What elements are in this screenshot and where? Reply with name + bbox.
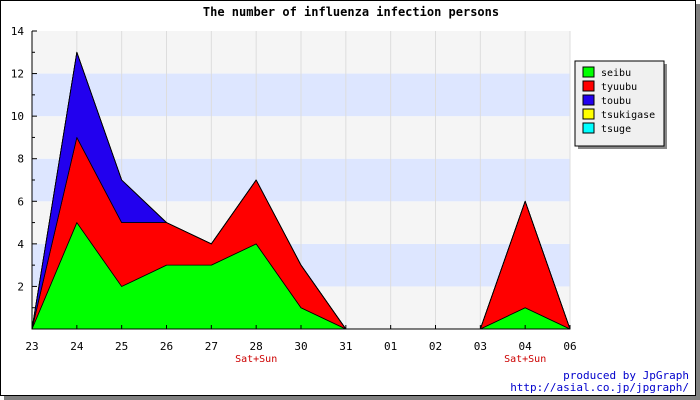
credit-line-2[interactable]: http://asial.co.jp/jpgraph/: [510, 381, 689, 394]
legend-swatch-tsukigase: [582, 108, 595, 120]
y-tick-label: 14: [11, 25, 25, 38]
x-tick-label: 23: [25, 340, 38, 353]
y-tick-labels: 2 4 6 8 10 12 14: [11, 25, 25, 293]
legend-swatch-toubu: [582, 94, 595, 106]
x-tick-label: 31: [339, 340, 352, 353]
y-tick-label: 10: [11, 110, 24, 123]
legend-swatch-tsuge: [582, 122, 595, 134]
legend-label-tyuubu: tyuubu: [601, 82, 637, 93]
credit-line-1: produced by JpGraph: [563, 369, 689, 382]
legend-swatch-tyuubu: [582, 80, 595, 92]
x-tick-label: 26: [160, 340, 173, 353]
axes: [31, 30, 571, 330]
x-tick-label: 03: [474, 340, 487, 353]
x-tick-label: 28: [250, 340, 263, 353]
y-tick-label: 2: [17, 280, 24, 293]
x-tick-label: 25: [115, 340, 128, 353]
x-tick-label: 02: [429, 340, 442, 353]
x-tick-label: 06: [563, 340, 576, 353]
y-tick-label: 6: [17, 195, 24, 208]
x-tick-label: 04: [519, 340, 533, 353]
y-tick-label: 8: [17, 153, 24, 166]
y-tick-label: 4: [17, 238, 24, 251]
legend-label-tsukigase: tsukigase: [601, 110, 655, 121]
legend: seibu tyuubu toubu tsukigase tsuge: [574, 60, 667, 149]
x-tick-sublabel: Sat+Sun: [504, 354, 546, 365]
x-tick-label: 30: [294, 340, 307, 353]
x-tick-label: 27: [205, 340, 218, 353]
chart-title: The number of influenza infection person…: [203, 5, 499, 19]
x-tick-label: 01: [384, 340, 397, 353]
legend-swatch-seibu: [582, 66, 595, 78]
y-tick-label: 12: [11, 68, 24, 81]
legend-label-tsuge: tsuge: [601, 124, 631, 135]
x-tick-sublabel: Sat+Sun: [235, 354, 277, 365]
legend-label-toubu: toubu: [601, 96, 631, 107]
legend-label-seibu: seibu: [601, 68, 631, 79]
series-areas: [31, 51, 571, 330]
x-tick-label: 24: [70, 340, 84, 353]
area-chart: The number of influenza infection person…: [11, 5, 689, 394]
